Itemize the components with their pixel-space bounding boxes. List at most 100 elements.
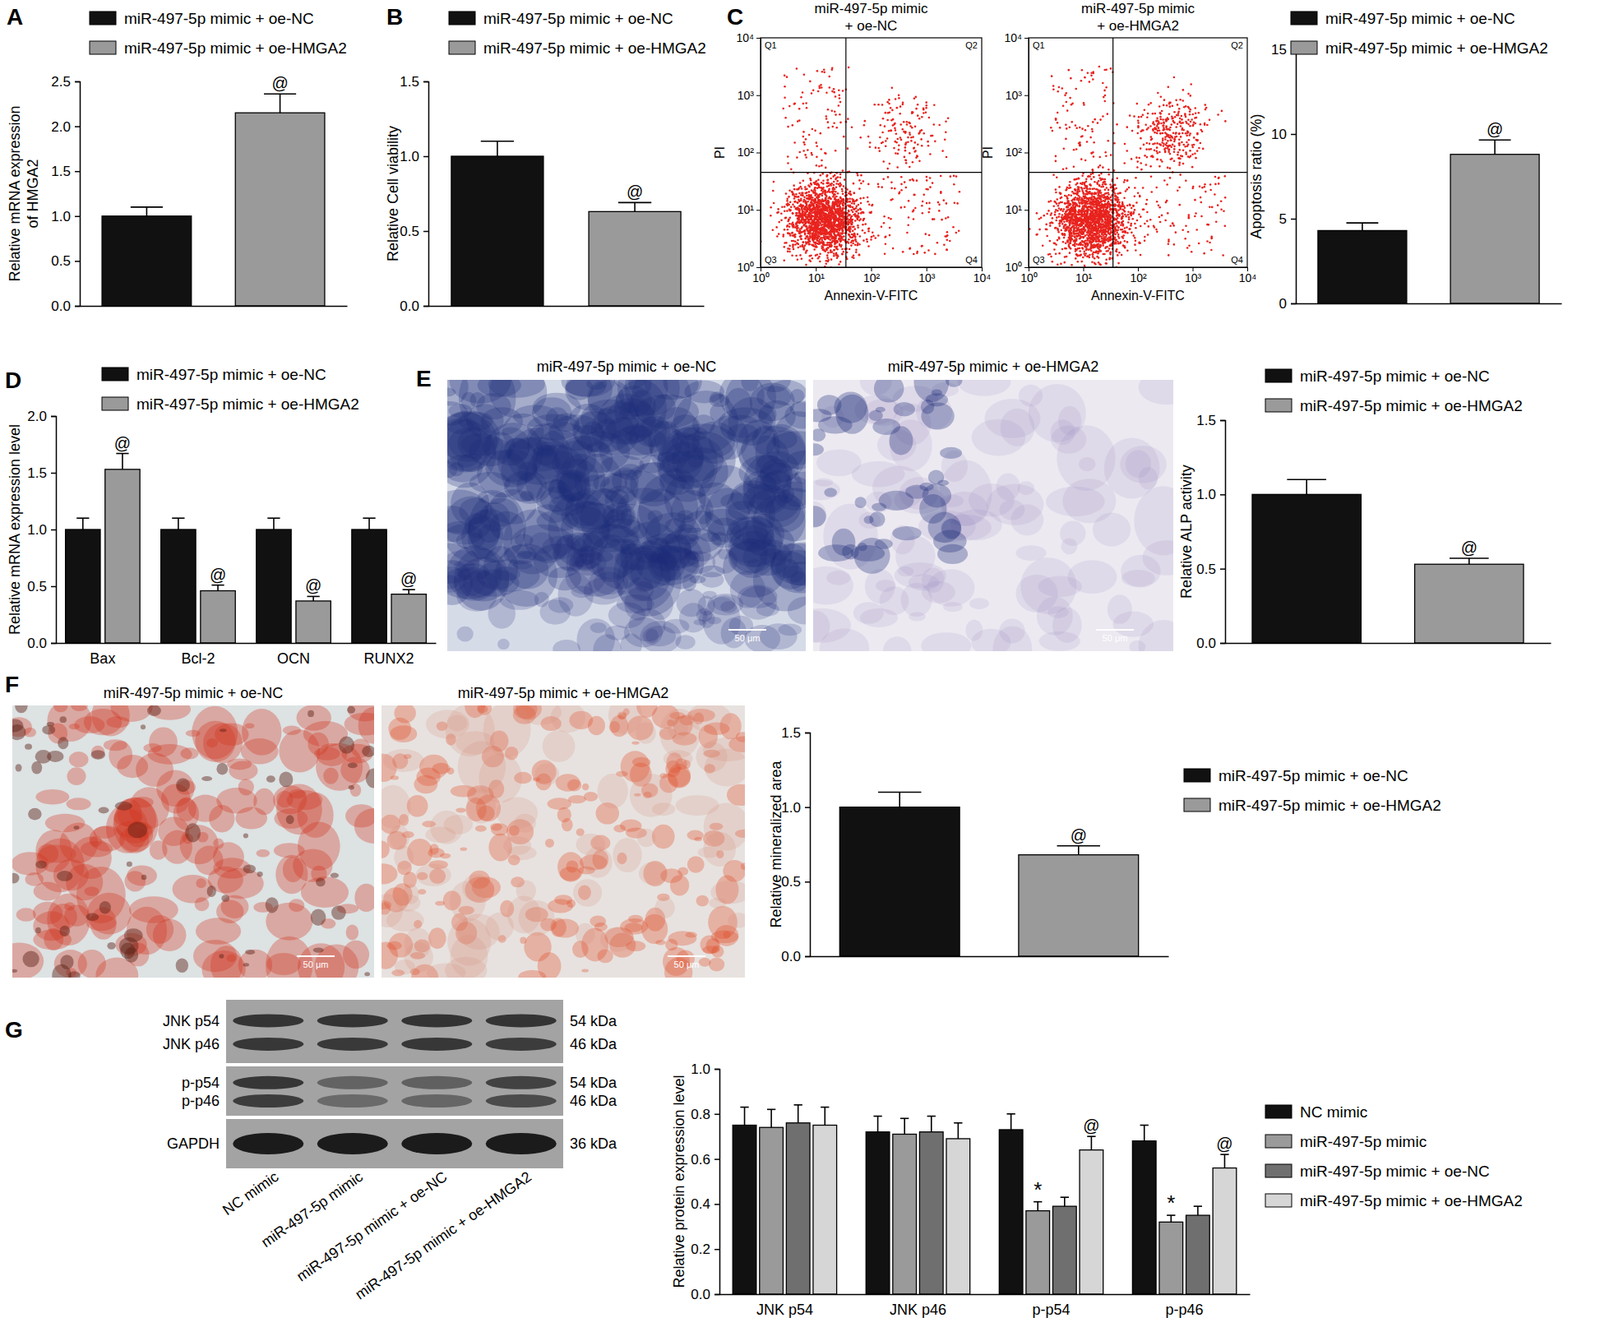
flow-event [916, 103, 920, 107]
flow-event [894, 152, 898, 155]
flow-event [783, 228, 787, 232]
flow-event [944, 130, 948, 134]
flow-event [849, 205, 852, 209]
y-tick-mark [423, 81, 429, 84]
flow-event [952, 183, 956, 186]
flow-event [833, 245, 837, 249]
flow-event [797, 187, 800, 190]
flow-event [831, 237, 834, 241]
flow-event [796, 226, 800, 230]
plot-marks [451, 141, 681, 306]
flow-event [829, 177, 833, 181]
flow-event [839, 215, 842, 218]
flow-event [830, 222, 833, 226]
flow-event [820, 181, 824, 185]
flow-event [818, 240, 821, 244]
flow-event [892, 123, 896, 126]
flow-event [848, 229, 851, 232]
flow-event [786, 199, 789, 203]
y-tick-mark [423, 156, 429, 158]
flow-event [828, 238, 832, 241]
flow-event [821, 172, 824, 176]
flow-event [795, 254, 798, 258]
flow-event [850, 193, 853, 196]
flow-event [821, 210, 824, 213]
flow-event [840, 245, 843, 249]
flow-event [829, 222, 833, 226]
flow-event [776, 235, 779, 238]
flow-event [808, 258, 811, 262]
flow-event [823, 238, 827, 241]
flow-event [800, 194, 804, 197]
flow-event [846, 204, 850, 208]
flow-event [808, 194, 811, 197]
flow-event [850, 218, 854, 222]
y-tick-label: 1.0 [50, 208, 71, 225]
flow-event [852, 182, 856, 185]
flow-event [782, 245, 786, 249]
flow-event [832, 252, 836, 255]
flow-event [805, 194, 809, 198]
flow-event [833, 233, 837, 236]
flow-event [808, 243, 811, 246]
flow-event [821, 227, 824, 231]
flow-event [826, 179, 829, 182]
x-axis [429, 305, 705, 308]
flow-event [827, 244, 831, 247]
flow-event [842, 201, 846, 204]
flow-event [824, 199, 828, 203]
flow-event [852, 254, 856, 258]
flow-event [889, 129, 893, 133]
flow-event [841, 212, 845, 216]
flow-event [832, 254, 836, 258]
flow-event [836, 175, 840, 179]
flow-event [815, 218, 819, 222]
flow-event [929, 152, 932, 156]
flow-event [841, 193, 845, 196]
flow-event [813, 191, 817, 195]
flow-event [956, 202, 959, 205]
flow-event [821, 198, 824, 202]
flow-event [827, 182, 830, 185]
flow-event [801, 192, 805, 195]
flow-event [824, 223, 828, 227]
flow-event [812, 244, 815, 247]
flow-event [851, 211, 855, 214]
flow-event [858, 187, 861, 190]
flow-event [813, 216, 817, 219]
flow-event [799, 181, 802, 185]
flow-event [800, 198, 803, 201]
flow-event [804, 225, 808, 228]
flow-event [804, 214, 807, 218]
flow-event [863, 217, 866, 221]
flow-event [883, 252, 887, 255]
flow-event [842, 224, 846, 227]
flow-event [847, 233, 851, 236]
flow-event [832, 190, 835, 194]
flow-event [941, 149, 944, 153]
flow-event [909, 247, 912, 250]
flow-event [780, 219, 783, 222]
flow-event [833, 194, 837, 197]
flow-event [920, 144, 924, 148]
flow-event [829, 214, 833, 218]
flow-event [802, 210, 805, 213]
flow-event [836, 220, 840, 223]
flow-event [832, 180, 836, 184]
flow-event [830, 230, 833, 233]
flow-event [837, 212, 841, 215]
flow-event [815, 205, 819, 209]
flow-event [841, 253, 844, 256]
flow-event [887, 98, 891, 102]
flow-event [847, 221, 851, 224]
flow-event [855, 205, 858, 209]
flow-event [918, 117, 921, 121]
y-axis: 0.00.51.01.52.02.5 [50, 73, 80, 315]
flow-event [868, 227, 871, 231]
y-axis-line [423, 82, 430, 307]
flow-event [791, 191, 795, 195]
flow-event [850, 125, 854, 129]
flow-event [859, 235, 862, 238]
y-tick-label: 0.5 [399, 223, 420, 240]
flow-event [791, 245, 795, 249]
